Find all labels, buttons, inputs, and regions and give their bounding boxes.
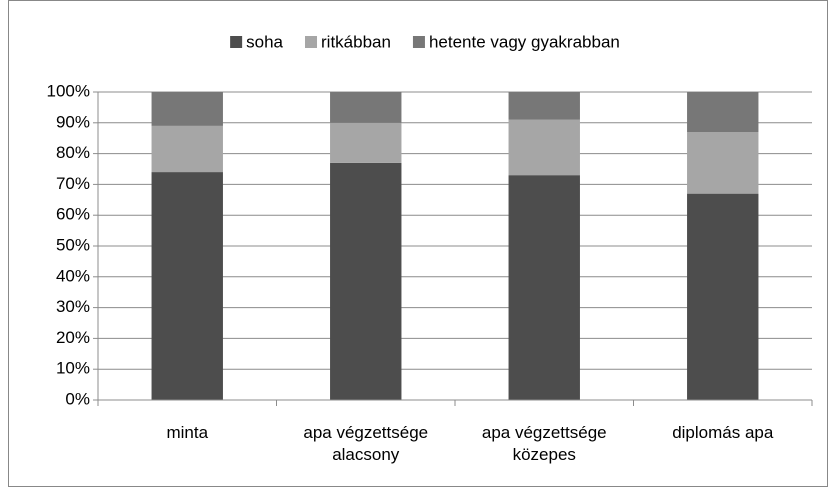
legend-swatch bbox=[412, 36, 425, 48]
bar-segment bbox=[508, 119, 580, 176]
bar-segment bbox=[330, 122, 402, 163]
y-tick-label: 90% bbox=[56, 112, 90, 131]
legend-label: hetente vagy gyakrabban bbox=[429, 32, 620, 51]
bar-segment bbox=[330, 92, 402, 123]
bar-segment bbox=[687, 92, 759, 133]
bar-segment bbox=[687, 132, 759, 194]
y-tick-label: 80% bbox=[56, 143, 90, 162]
y-tick-label: 0% bbox=[65, 389, 90, 408]
y-tick-label: 10% bbox=[56, 359, 90, 378]
bar-segment bbox=[330, 162, 402, 400]
y-tick-label: 50% bbox=[56, 235, 90, 254]
bar-segment bbox=[151, 92, 223, 126]
x-tick-label: minta bbox=[166, 423, 209, 442]
bar-segment bbox=[508, 175, 580, 400]
bar-segment bbox=[151, 125, 223, 173]
bar-segment bbox=[151, 172, 223, 400]
y-tick-label: 30% bbox=[56, 297, 90, 316]
y-tick-label: 20% bbox=[56, 328, 90, 347]
x-tick-label: apa végzettsége közepes bbox=[481, 423, 607, 464]
legend-swatch bbox=[305, 36, 318, 48]
legend-swatch bbox=[230, 36, 243, 48]
legend-label: ritkábban bbox=[321, 32, 391, 51]
legend-label: soha bbox=[246, 32, 283, 51]
bar-segment bbox=[687, 193, 759, 400]
x-tick-label: apa végzettsége alacsony bbox=[303, 423, 429, 464]
x-tick-label: diplomás apa bbox=[672, 423, 774, 442]
y-tick-label: 70% bbox=[56, 174, 90, 193]
y-tick-label: 100% bbox=[47, 81, 90, 100]
bar-segment bbox=[508, 92, 580, 120]
y-tick-label: 40% bbox=[56, 266, 90, 285]
y-tick-label: 60% bbox=[56, 205, 90, 224]
